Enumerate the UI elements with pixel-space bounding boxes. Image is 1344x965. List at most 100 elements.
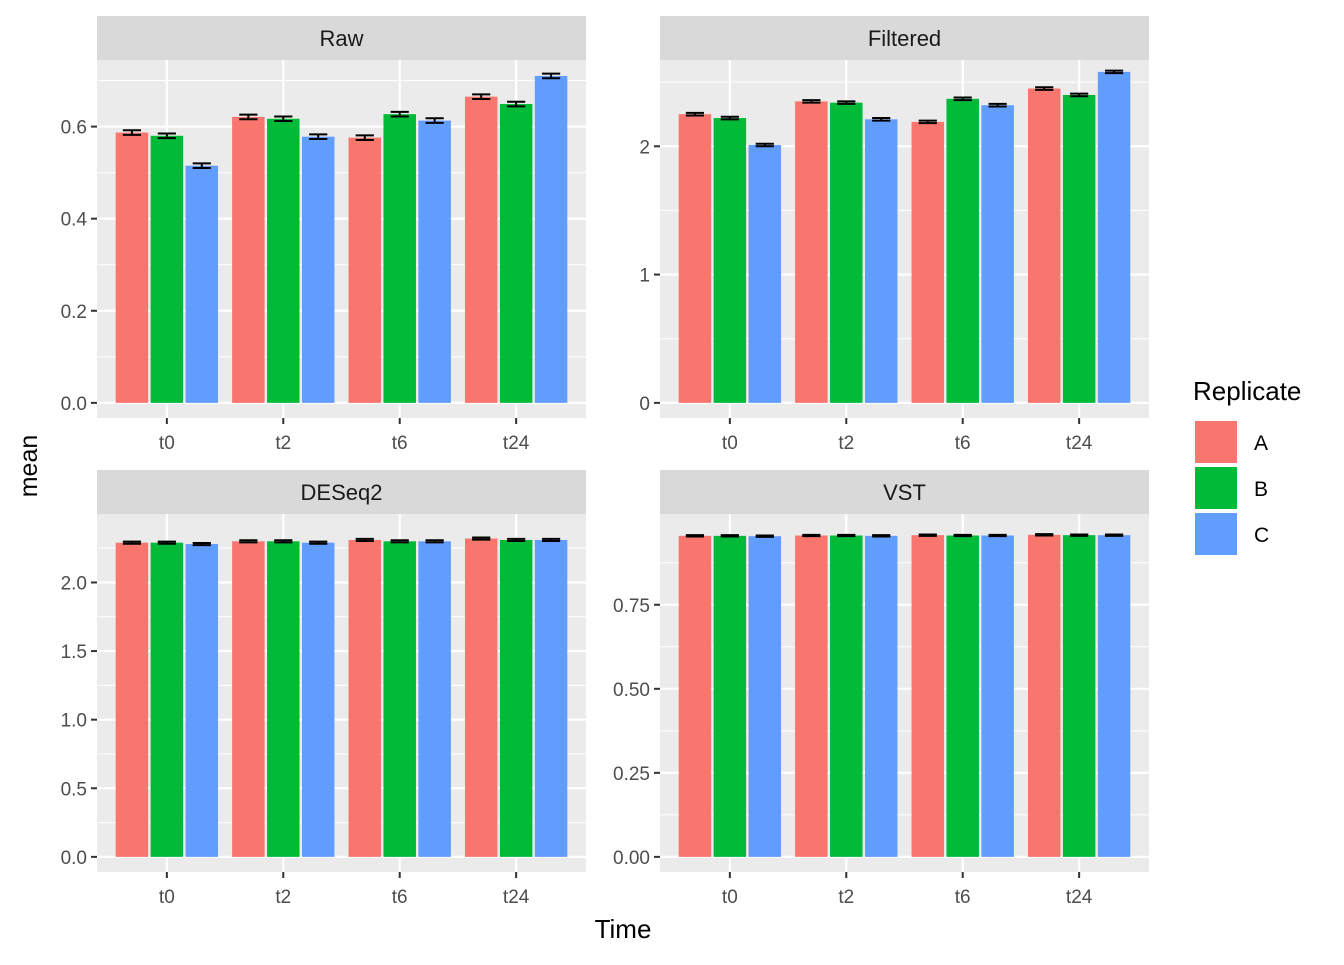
panel-2: DESeq2 0.0 0.5 1.0 1.5 2.0 t0 t2 t6 t24 xyxy=(61,470,586,908)
x-tick-label: t24 xyxy=(1066,433,1093,454)
x-tick-label: t2 xyxy=(275,887,291,908)
x-tick-label: t24 xyxy=(1066,887,1093,908)
bar-C-t24 xyxy=(1097,535,1131,857)
legend-key-B xyxy=(1195,467,1237,509)
panel-0: Raw 0.0 0.2 0.4 0.6 t0 t2 t6 t24 xyxy=(61,16,586,454)
bar-C-t6 xyxy=(418,541,451,857)
panel-title: Filtered xyxy=(868,26,941,51)
y-tick-label: 1 xyxy=(639,266,650,287)
bar-A-t24 xyxy=(1027,88,1061,403)
legend-key-A xyxy=(1195,421,1237,463)
x-axis-title: Time xyxy=(595,914,652,944)
bar-B-t0 xyxy=(713,535,747,857)
bar-B-t6 xyxy=(383,114,416,403)
x-tick-label: t6 xyxy=(955,433,971,454)
bar-A-t24 xyxy=(464,538,498,857)
bar-A-t2 xyxy=(795,101,828,403)
y-tick-label: 2.0 xyxy=(61,573,87,594)
legend: Replicate ABC xyxy=(1193,376,1301,555)
bar-C-t6 xyxy=(981,105,1014,403)
bar-A-t0 xyxy=(678,535,712,857)
bar-B-t24 xyxy=(499,539,533,857)
y-tick-label: 1.5 xyxy=(61,642,87,663)
x-tick-label: t0 xyxy=(159,433,175,454)
bar-B-t6 xyxy=(383,541,416,857)
legend-label-B: B xyxy=(1254,478,1268,501)
bar-C-t0 xyxy=(185,544,219,857)
bar-A-t0 xyxy=(115,542,149,857)
bar-C-t2 xyxy=(301,542,335,857)
panel-strip xyxy=(660,16,1149,60)
bar-C-t0 xyxy=(185,165,219,403)
y-tick-label: 0.6 xyxy=(61,118,87,139)
bar-B-t0 xyxy=(150,542,184,857)
legend-title: Replicate xyxy=(1193,376,1301,406)
bar-C-t0 xyxy=(748,536,782,857)
bar-A-t24 xyxy=(464,96,498,403)
panel-1: Filtered 0 1 2 t0 t2 t6 t24 xyxy=(639,16,1149,454)
y-tick-label: 0.75 xyxy=(613,596,650,617)
panel-title: VST xyxy=(883,480,926,505)
panel-strip xyxy=(660,470,1149,514)
x-tick-label: t0 xyxy=(722,887,738,908)
bar-A-t0 xyxy=(678,114,712,403)
y-tick-label: 1.0 xyxy=(61,711,87,732)
x-tick-label: t6 xyxy=(392,887,408,908)
panel-title: DESeq2 xyxy=(301,480,383,505)
bar-B-t24 xyxy=(1062,535,1096,857)
bar-A-t2 xyxy=(795,535,828,857)
y-tick-label: 0 xyxy=(639,394,650,415)
bar-C-t0 xyxy=(748,144,782,403)
legend-label-A: A xyxy=(1254,432,1268,455)
bar-B-t6 xyxy=(946,535,979,857)
x-tick-label: t24 xyxy=(503,887,530,908)
bar-B-t2 xyxy=(267,541,300,857)
y-axis-title: mean xyxy=(15,435,43,498)
bar-C-t24 xyxy=(534,539,568,857)
bar-B-t2 xyxy=(830,535,863,857)
bar-C-t2 xyxy=(864,535,898,857)
bar-A-t0 xyxy=(115,132,149,403)
x-tick-label: t0 xyxy=(159,887,175,908)
y-tick-label: 0.5 xyxy=(61,779,87,800)
bar-A-t6 xyxy=(911,535,945,857)
bar-B-t24 xyxy=(1062,94,1096,403)
bar-C-t6 xyxy=(981,535,1014,857)
bar-B-t24 xyxy=(499,104,533,403)
x-tick-label: t6 xyxy=(955,887,971,908)
legend-label-C: C xyxy=(1254,524,1269,547)
y-tick-label: 0.0 xyxy=(61,394,87,415)
bar-B-t0 xyxy=(150,135,184,403)
y-tick-label: 0.50 xyxy=(613,680,650,701)
panel-strip xyxy=(97,16,586,60)
x-tick-label: t2 xyxy=(838,887,854,908)
x-tick-label: t24 xyxy=(503,433,530,454)
bar-B-t2 xyxy=(267,118,300,403)
legend-key-C xyxy=(1195,513,1237,555)
y-tick-label: 0.0 xyxy=(61,848,87,869)
x-tick-label: t6 xyxy=(392,433,408,454)
y-tick-label: 0.25 xyxy=(613,764,650,785)
panel-title: Raw xyxy=(319,26,363,51)
bar-A-t6 xyxy=(348,137,382,403)
x-tick-label: t0 xyxy=(722,433,738,454)
bar-C-t2 xyxy=(864,119,898,403)
bar-B-t0 xyxy=(713,118,747,403)
bar-B-t2 xyxy=(830,102,863,403)
bar-A-t2 xyxy=(232,541,265,857)
y-tick-label: 0.4 xyxy=(61,210,88,231)
panel-3: VST 0.00 0.25 0.50 0.75 t0 t2 t6 t24 xyxy=(613,470,1149,908)
bar-C-t6 xyxy=(418,120,451,403)
bar-A-t6 xyxy=(348,539,382,857)
x-tick-label: t2 xyxy=(838,433,854,454)
panel-strip xyxy=(97,470,586,514)
x-tick-label: t2 xyxy=(275,433,291,454)
bar-C-t24 xyxy=(1097,71,1131,403)
y-tick-label: 0.2 xyxy=(61,302,87,323)
bar-C-t24 xyxy=(534,75,568,403)
y-tick-label: 2 xyxy=(639,137,650,158)
bar-C-t2 xyxy=(301,136,335,403)
bar-A-t6 xyxy=(911,121,945,403)
